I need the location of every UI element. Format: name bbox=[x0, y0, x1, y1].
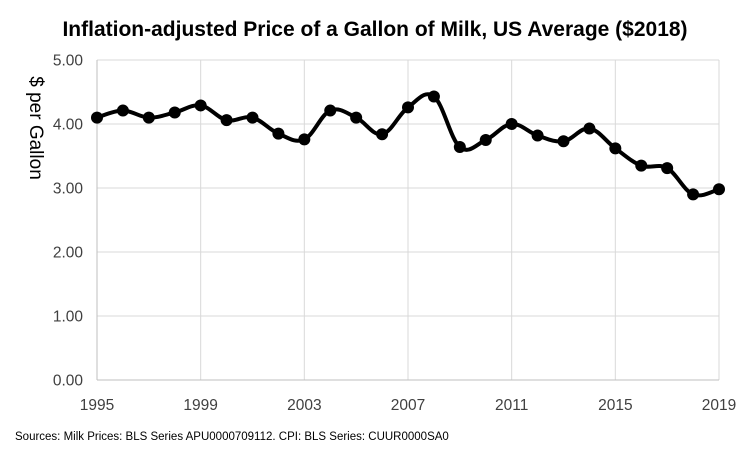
data-point bbox=[557, 135, 570, 148]
data-point bbox=[635, 159, 648, 172]
data-point bbox=[453, 141, 466, 154]
x-tick-label: 2007 bbox=[391, 397, 425, 414]
x-tick-label: 2015 bbox=[598, 397, 632, 414]
gridlines bbox=[97, 59, 720, 380]
x-tick-label: 2003 bbox=[287, 397, 321, 414]
x-tick-labels: 1995 1999 2003 2007 2011 2015 2019 bbox=[80, 397, 736, 414]
data-point bbox=[116, 104, 129, 117]
data-point bbox=[713, 183, 725, 196]
data-point bbox=[194, 99, 207, 112]
x-tick-label: 1999 bbox=[183, 397, 217, 414]
series-milk-price bbox=[91, 90, 725, 201]
data-point bbox=[479, 134, 492, 146]
data-point bbox=[505, 118, 518, 130]
y-tick-labels: 0.00 1.00 2.00 3.00 4.00 5.00 bbox=[53, 53, 84, 390]
source-note: Sources: Milk Prices: BLS Series APU0000… bbox=[15, 431, 449, 443]
y-tick-label: 1.00 bbox=[53, 309, 84, 326]
data-point bbox=[687, 188, 700, 201]
data-point bbox=[91, 111, 103, 124]
y-tick-label: 4.00 bbox=[53, 117, 84, 134]
data-point bbox=[661, 162, 674, 175]
data-point bbox=[609, 142, 622, 155]
data-point bbox=[376, 128, 389, 141]
y-tick-label: 2.00 bbox=[53, 245, 84, 262]
data-point bbox=[350, 111, 363, 124]
data-point bbox=[531, 129, 544, 142]
data-point bbox=[168, 106, 181, 119]
x-tick-label: 2019 bbox=[702, 397, 736, 414]
data-point bbox=[402, 101, 414, 114]
data-point bbox=[220, 114, 233, 127]
y-tick-label: 0.00 bbox=[53, 373, 84, 390]
data-point bbox=[142, 111, 155, 124]
x-tick-label: 1995 bbox=[80, 397, 114, 414]
y-axis-label: $ per Gallon bbox=[25, 76, 46, 180]
data-point bbox=[583, 122, 596, 135]
data-point bbox=[246, 111, 259, 124]
y-tick-label: 3.00 bbox=[53, 181, 84, 198]
chart-title: Inflation-adjusted Price of a Gallon of … bbox=[62, 18, 687, 41]
x-tick-label: 2011 bbox=[495, 397, 528, 414]
y-tick-label: 5.00 bbox=[53, 53, 84, 70]
data-point bbox=[272, 127, 285, 140]
data-point bbox=[298, 133, 311, 146]
data-point bbox=[427, 90, 440, 103]
data-point bbox=[324, 104, 337, 117]
